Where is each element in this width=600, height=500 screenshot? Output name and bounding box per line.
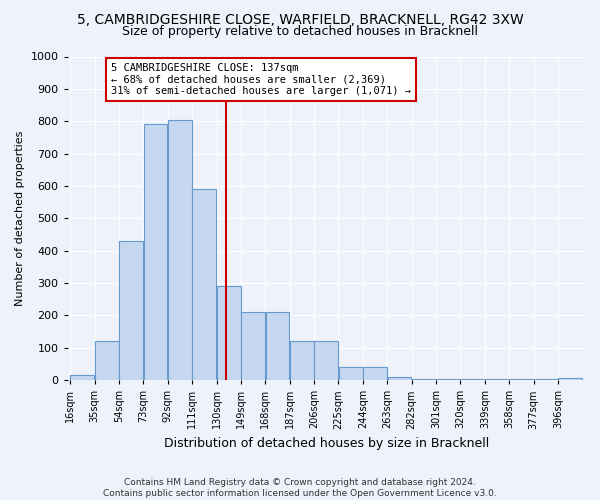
Text: Contains HM Land Registry data © Crown copyright and database right 2024.
Contai: Contains HM Land Registry data © Crown c…	[103, 478, 497, 498]
Bar	[143, 124, 167, 380]
Bar	[363, 367, 387, 380]
Text: 5 CAMBRIDGESHIRE CLOSE: 137sqm
← 68% of detached houses are smaller (2,369)
31% : 5 CAMBRIDGESHIRE CLOSE: 137sqm ← 68% of …	[111, 63, 411, 96]
Bar	[241, 312, 265, 380]
Text: 5, CAMBRIDGESHIRE CLOSE, WARFIELD, BRACKNELL, RG42 3XW: 5, CAMBRIDGESHIRE CLOSE, WARFIELD, BRACK…	[77, 12, 523, 26]
Bar	[436, 378, 460, 380]
Bar	[290, 342, 314, 380]
Y-axis label: Number of detached properties: Number of detached properties	[15, 130, 25, 306]
Bar	[266, 312, 289, 380]
Bar	[95, 342, 119, 380]
Bar	[70, 376, 94, 380]
X-axis label: Distribution of detached houses by size in Bracknell: Distribution of detached houses by size …	[164, 437, 489, 450]
Bar	[412, 378, 436, 380]
Bar	[217, 286, 241, 380]
Bar	[339, 367, 362, 380]
Bar	[193, 189, 216, 380]
Bar	[168, 120, 192, 380]
Text: Size of property relative to detached houses in Bracknell: Size of property relative to detached ho…	[122, 25, 478, 38]
Bar	[119, 241, 143, 380]
Bar	[559, 378, 582, 380]
Bar	[388, 377, 412, 380]
Bar	[314, 342, 338, 380]
